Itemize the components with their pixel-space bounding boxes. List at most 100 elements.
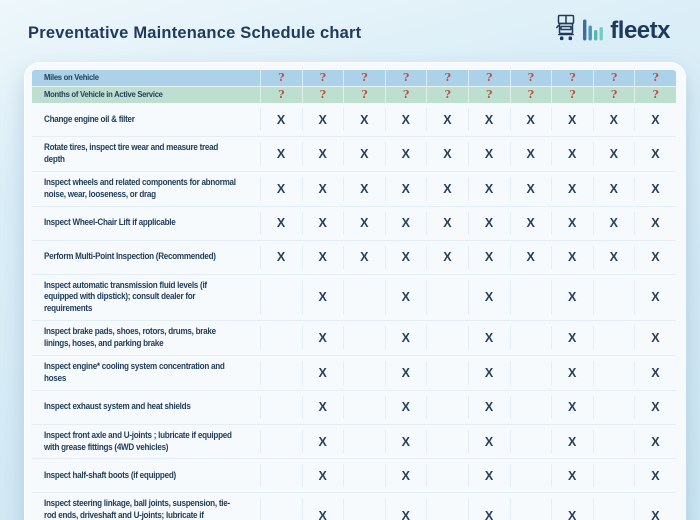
- row-label-text: Inspect Wheel-Chair Lift if applicable: [44, 217, 176, 228]
- task-row: Inspect steering linkage, ball joints, s…: [32, 492, 676, 520]
- task-row-label: Inspect exhaust system and heat shields: [32, 396, 260, 419]
- schedule-mark-cell: X: [467, 279, 510, 316]
- schedule-mark-cell: [426, 360, 468, 385]
- task-row-label: Inspect automatic transmission fluid lev…: [32, 280, 260, 316]
- schedule-mark-cell: X: [467, 211, 510, 235]
- interval-placeholder-cell: ?: [343, 87, 385, 103]
- schedule-mark-cell: [509, 429, 552, 454]
- row-label-text: Inspect half-shaft boots (if equipped): [44, 469, 176, 480]
- schedule-mark-cell: X: [301, 108, 344, 131]
- interval-placeholder-cell: ?: [260, 70, 302, 86]
- interval-placeholder-cell: ?: [384, 70, 427, 86]
- schedule-mark-cell: X: [551, 108, 593, 131]
- interval-placeholder-cell: ?: [634, 70, 676, 86]
- top-bar: Preventative Maintenance Schedule chart: [0, 0, 700, 42]
- row-label-text: Inspect engine* cooling system concentra…: [44, 360, 225, 383]
- schedule-mark-cell: [426, 395, 468, 419]
- schedule-mark-cell: [426, 326, 468, 350]
- schedule-mark-cell: X: [551, 211, 593, 235]
- schedule-mark-cell: X: [634, 360, 676, 385]
- schedule-mark-cell: [509, 498, 552, 520]
- interval-header-row-label: Months of Vehicle in Active Service: [32, 87, 260, 103]
- row-label-text: Inspect exhaust system and heat shields: [44, 401, 191, 412]
- interval-placeholder-cell: ?: [467, 87, 510, 103]
- fleetx-logo: fleetx: [555, 13, 670, 42]
- schedule-mark-cell: X: [551, 395, 593, 419]
- schedule-mark-cell: X: [592, 108, 635, 131]
- schedule-mark-cell: X: [343, 245, 385, 269]
- schedule-mark-cell: [343, 326, 385, 350]
- schedule-mark-cell: [426, 429, 468, 454]
- task-row-label: Inspect engine* cooling system concentra…: [32, 361, 260, 385]
- row-label-text: Change engine oil & filter: [44, 113, 135, 124]
- schedule-mark-cell: [260, 360, 302, 385]
- schedule-mark-cell: X: [343, 211, 385, 235]
- truck-icon: [556, 14, 575, 41]
- interval-placeholder-cell: ?: [634, 87, 676, 103]
- schedule-mark-cell: [343, 395, 385, 419]
- row-label-text: Inspect automatic transmission fluid lev…: [44, 279, 207, 314]
- task-row: Inspect brake pads, shoes, rotors, drums…: [32, 320, 676, 355]
- interval-placeholder-cell: ?: [260, 87, 302, 103]
- task-row: Inspect engine* cooling system concentra…: [32, 354, 676, 390]
- schedule-mark-cell: X: [467, 360, 510, 385]
- task-row-label: Rotate tires, inspect tire wear and meas…: [32, 142, 260, 166]
- schedule-mark-cell: X: [467, 142, 510, 166]
- schedule-mark-cell: [343, 279, 385, 316]
- signal-bars-icon: [583, 19, 604, 41]
- row-label-text: Inspect steering linkage, ball joints, s…: [44, 498, 230, 520]
- interval-placeholder-cell: ?: [467, 70, 510, 86]
- row-label-text: Inspect wheels and related components fo…: [44, 176, 236, 199]
- schedule-mark-cell: X: [426, 176, 468, 201]
- schedule-mark-cell: [509, 326, 552, 350]
- schedule-mark-cell: X: [634, 211, 676, 235]
- schedule-mark-cell: X: [260, 108, 302, 131]
- schedule-mark-cell: X: [384, 326, 427, 350]
- interval-placeholder-cell: ?: [592, 70, 635, 86]
- schedule-mark-cell: X: [384, 279, 427, 316]
- schedule-mark-cell: X: [592, 245, 635, 269]
- schedule-mark-cell: X: [551, 429, 593, 454]
- schedule-mark-cell: X: [426, 108, 468, 131]
- task-row: Inspect Wheel-Chair Lift if applicable X X…: [32, 205, 676, 240]
- schedule-mark-cell: X: [634, 395, 676, 419]
- schedule-mark-cell: X: [467, 176, 510, 201]
- schedule-mark-cell: X: [384, 245, 427, 269]
- interval-header-row: Months of Vehicle in Active Service?????…: [32, 86, 676, 103]
- schedule-mark-cell: [592, 498, 635, 520]
- row-label-text: Months of Vehicle in Active Service: [44, 89, 163, 100]
- schedule-mark-cell: X: [634, 498, 676, 520]
- schedule-mark-cell: X: [551, 245, 593, 269]
- interval-placeholder-cell: ?: [592, 87, 635, 103]
- schedule-mark-cell: X: [634, 176, 676, 201]
- row-label-text: Inspect front axle and U-joints ; lubric…: [44, 429, 232, 452]
- schedule-mark-cell: X: [301, 142, 344, 166]
- schedule-mark-cell: X: [301, 245, 344, 269]
- task-row: Inspect exhaust system and heat shields X…: [32, 389, 676, 424]
- schedule-table: Miles on Vehicle?????????? Months of Vehi…: [32, 70, 676, 520]
- schedule-mark-cell: [260, 279, 302, 316]
- interval-placeholder-cell: ?: [509, 87, 552, 103]
- schedule-mark-cell: X: [260, 245, 302, 269]
- schedule-mark-cell: [260, 498, 302, 520]
- schedule-mark-cell: X: [467, 498, 510, 520]
- schedule-mark-cell: X: [260, 211, 302, 235]
- schedule-mark-cell: X: [551, 142, 593, 166]
- schedule-card: Miles on Vehicle?????????? Months of Vehi…: [24, 62, 686, 520]
- schedule-mark-cell: X: [301, 176, 344, 201]
- schedule-mark-cell: [509, 360, 552, 385]
- schedule-mark-cell: X: [301, 395, 344, 419]
- interval-placeholder-cell: ?: [426, 87, 468, 103]
- schedule-mark-cell: X: [384, 498, 427, 520]
- schedule-mark-cell: [592, 360, 635, 385]
- schedule-mark-cell: X: [551, 498, 593, 520]
- schedule-mark-cell: [592, 279, 635, 316]
- schedule-mark-cell: X: [551, 176, 593, 201]
- schedule-mark-cell: X: [509, 245, 552, 269]
- schedule-mark-cell: X: [301, 360, 344, 385]
- schedule-mark-cell: [343, 464, 385, 488]
- schedule-mark-cell: [592, 395, 635, 419]
- schedule-mark-cell: X: [634, 326, 676, 350]
- schedule-mark-cell: [343, 360, 385, 385]
